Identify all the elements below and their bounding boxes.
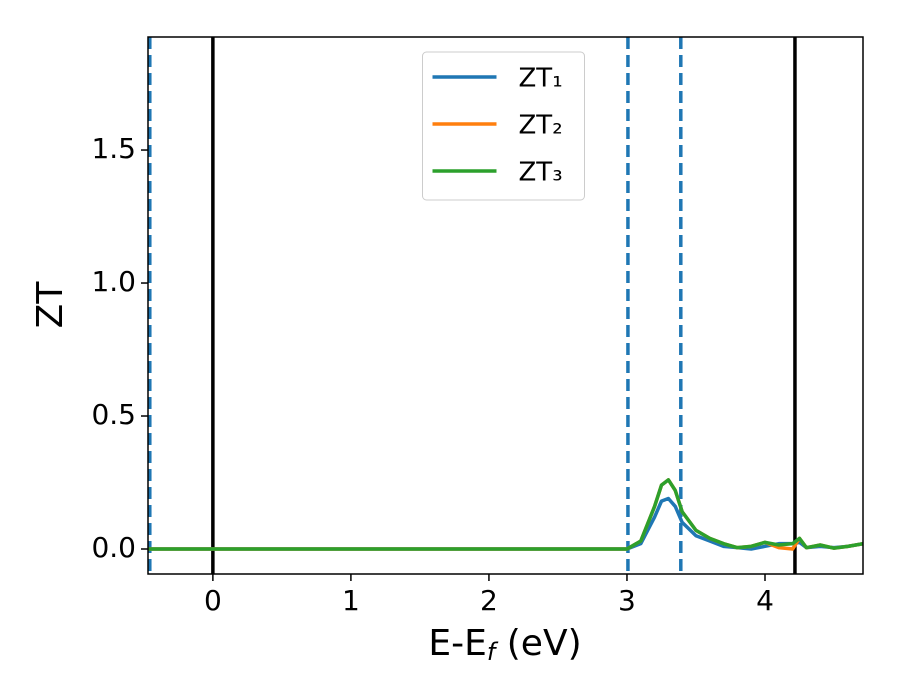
x-label-part: (eV) xyxy=(495,623,581,664)
x-tick-label: 1 xyxy=(342,584,360,617)
plot-frame xyxy=(147,36,864,575)
y-tick-label: 0.5 xyxy=(91,398,136,431)
x-tick-label: 2 xyxy=(480,584,498,617)
series-line xyxy=(148,478,863,551)
x-axis-label: E-Ef (eV) xyxy=(428,623,581,666)
legend-label: ZT₃ xyxy=(519,158,563,188)
x-tick-label: 4 xyxy=(756,584,774,617)
x-tick-label: 0 xyxy=(204,584,222,617)
y-axis-label: ZT xyxy=(30,281,71,329)
series-line xyxy=(148,478,863,551)
x-tick-label: 3 xyxy=(618,584,636,617)
series-line xyxy=(148,496,863,551)
x-label-part: E-E xyxy=(428,623,486,664)
plot-area xyxy=(148,37,863,574)
legend-label: ZT₁ xyxy=(519,64,563,94)
legend-box xyxy=(422,51,585,201)
y-tick-label: 0.0 xyxy=(91,531,136,564)
legend-label: ZT₂ xyxy=(519,111,563,141)
y-tick-label: 1.5 xyxy=(91,132,136,165)
y-tick-label: 1.0 xyxy=(91,265,136,298)
